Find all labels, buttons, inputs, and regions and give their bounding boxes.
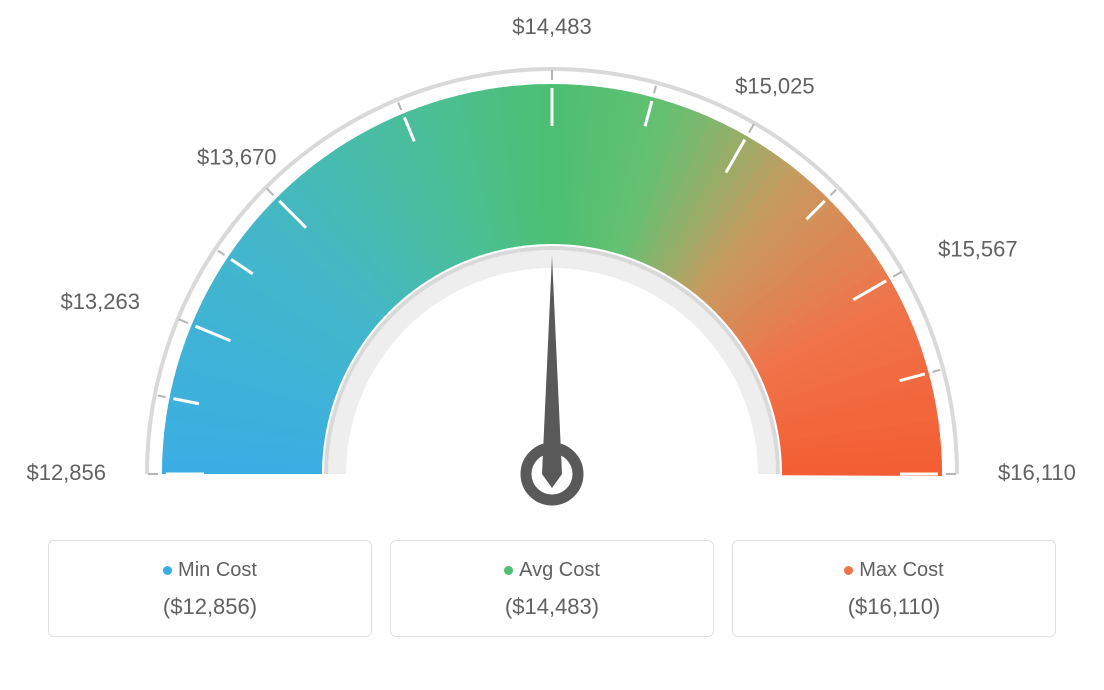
legend-row: Min Cost ($12,856) Avg Cost ($14,483) Ma…: [48, 540, 1056, 637]
legend-dot-max: [844, 566, 853, 575]
legend-card-min: Min Cost ($12,856): [48, 540, 372, 637]
svg-text:$14,483: $14,483: [512, 14, 592, 39]
legend-title-avg: Avg Cost: [401, 559, 703, 582]
legend-title-max: Max Cost: [743, 559, 1045, 582]
legend-card-avg: Avg Cost ($14,483): [390, 540, 714, 637]
chart-container: $12,856 $13,263 $13,670 $14,483 $15,025 $15,5…: [0, 0, 1104, 690]
legend-dot-avg: [504, 566, 513, 575]
gauge-svg: $12,856 $13,263 $13,670 $14,483 $15,025 $15,5…: [0, 0, 1104, 520]
svg-text:$15,567: $15,567: [938, 237, 1018, 262]
legend-card-max: Max Cost ($16,110): [732, 540, 1056, 637]
legend-title-avg-text: Avg Cost: [519, 559, 600, 581]
svg-text:$15,025: $15,025: [735, 73, 815, 98]
legend-dot-min: [163, 566, 172, 575]
gauge-area: $12,856 $13,263 $13,670 $14,483 $15,025 $15,5…: [0, 0, 1104, 520]
svg-text:$13,670: $13,670: [197, 144, 277, 169]
legend-title-max-text: Max Cost: [859, 559, 943, 581]
legend-value-min: ($12,856): [59, 594, 361, 620]
svg-text:$16,110: $16,110: [998, 460, 1076, 485]
svg-text:$13,263: $13,263: [60, 289, 140, 314]
svg-text:$12,856: $12,856: [26, 460, 106, 485]
legend-value-max: ($16,110): [743, 594, 1045, 620]
legend-title-min-text: Min Cost: [178, 559, 257, 581]
legend-title-min: Min Cost: [59, 559, 361, 582]
legend-value-avg: ($14,483): [401, 594, 703, 620]
